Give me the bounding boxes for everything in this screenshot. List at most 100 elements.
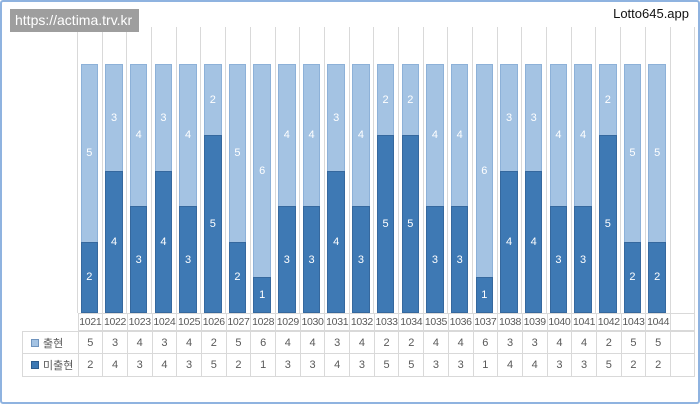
bar-label: 5 <box>382 217 389 230</box>
category-gridline <box>175 27 177 313</box>
table-trailing-cell <box>670 331 695 354</box>
bar-segment-appear: 2 <box>599 63 617 135</box>
bar-segment-appear: 4 <box>129 63 148 207</box>
bar-segment-miss: 3 <box>302 206 321 313</box>
bar-segment-miss: 3 <box>352 206 370 313</box>
bar-label: 3 <box>160 111 167 124</box>
bar-segment-appear: 4 <box>426 63 444 207</box>
category-label: 1025 <box>176 313 201 331</box>
category-gridline <box>472 27 473 313</box>
value-cell: 3 <box>571 354 596 377</box>
value-cell: 2 <box>595 331 621 354</box>
category-gridline <box>274 27 276 313</box>
category-label: 1041 <box>571 313 596 331</box>
value-cell: 4 <box>151 354 177 377</box>
bar-label: 4 <box>110 235 118 248</box>
bar-label: 2 <box>604 93 611 106</box>
bar-label: 6 <box>481 165 488 177</box>
bar-segment-miss: 4 <box>500 170 518 313</box>
category-label: 1034 <box>398 313 424 331</box>
bar-segment-miss: 2 <box>80 241 99 313</box>
category-gridline <box>348 27 350 313</box>
value-cell: 2 <box>77 354 103 377</box>
bar-label: 2 <box>407 93 414 106</box>
bar-label: 4 <box>505 235 513 248</box>
value-cell: 4 <box>497 354 522 377</box>
bar-label: 2 <box>86 271 93 284</box>
category-gridline <box>151 27 153 313</box>
category-gridline <box>373 27 375 313</box>
bar-label: 3 <box>431 253 439 266</box>
bar-label: 4 <box>456 129 463 142</box>
category-gridline <box>323 27 325 313</box>
value-cell: 4 <box>299 331 325 354</box>
value-cell: 2 <box>373 331 399 354</box>
bar-segment-appear: 6 <box>475 63 494 278</box>
category-label: 1026 <box>200 313 226 331</box>
bar-segment-miss: 5 <box>376 134 395 313</box>
category-label: 1037 <box>472 313 498 331</box>
value-cell: 5 <box>200 354 226 377</box>
value-cell: 5 <box>398 354 424 377</box>
bar-label: 4 <box>333 235 340 248</box>
value-cell: 5 <box>595 354 621 377</box>
bar-label: 2 <box>654 271 661 284</box>
bar-label: 3 <box>135 253 142 266</box>
value-cell: 1 <box>472 354 498 377</box>
bar-label: 3 <box>333 111 340 124</box>
bar-label: 4 <box>135 129 142 142</box>
bar-segment-appear: 3 <box>327 63 345 171</box>
value-cell: 5 <box>620 331 646 354</box>
bar-segment-appear: 4 <box>302 63 321 207</box>
bar-label: 2 <box>382 93 389 106</box>
bar-segment-appear: 4 <box>549 63 568 207</box>
value-cell: 5 <box>645 331 670 354</box>
bar-segment-miss: 1 <box>253 277 271 313</box>
value-cell: 4 <box>275 331 300 354</box>
value-cell: 5 <box>225 331 251 354</box>
bar-label: 3 <box>357 253 364 266</box>
bar-label: 4 <box>185 129 192 142</box>
bar-segment-miss: 3 <box>426 206 444 313</box>
bar-label: 4 <box>160 235 167 248</box>
value-cell: 3 <box>299 354 325 377</box>
value-cell: 3 <box>423 354 448 377</box>
bar-segment-appear: 2 <box>376 63 395 135</box>
bar-label: 4 <box>580 129 587 142</box>
legend-label: 미출현 <box>43 360 74 372</box>
bar-label: 3 <box>283 253 290 266</box>
category-label: 1031 <box>324 313 350 331</box>
value-cell: 3 <box>447 354 473 377</box>
category-label: 1021 <box>77 313 103 331</box>
category-label: 1032 <box>349 313 374 331</box>
bar-segment-appear: 4 <box>352 63 370 207</box>
value-cell: 4 <box>324 354 350 377</box>
category-gridline <box>620 27 622 313</box>
bar-segment-appear: 6 <box>253 63 271 278</box>
legend-key-appear <box>31 338 39 347</box>
bar-label: 3 <box>308 253 315 266</box>
bar-segment-miss: 1 <box>475 277 494 313</box>
value-cell: 2 <box>398 331 424 354</box>
bar-label: 5 <box>654 147 661 160</box>
bar-label: 4 <box>308 129 315 142</box>
bar-segment-miss: 4 <box>524 170 543 313</box>
value-cell: 4 <box>176 331 201 354</box>
bar-label: 2 <box>629 271 636 284</box>
plot-right-edge-gridline <box>694 27 695 313</box>
bar-label: 5 <box>407 217 414 230</box>
value-cell: 3 <box>521 331 547 354</box>
data-table: 1021 1022 1023 1024 1025 1026 1027 1028 1029 1030… <box>22 313 695 377</box>
category-label: 1024 <box>151 313 177 331</box>
category-label: 1022 <box>102 313 127 331</box>
category-label: 1035 <box>423 313 448 331</box>
category-label: 1043 <box>620 313 646 331</box>
